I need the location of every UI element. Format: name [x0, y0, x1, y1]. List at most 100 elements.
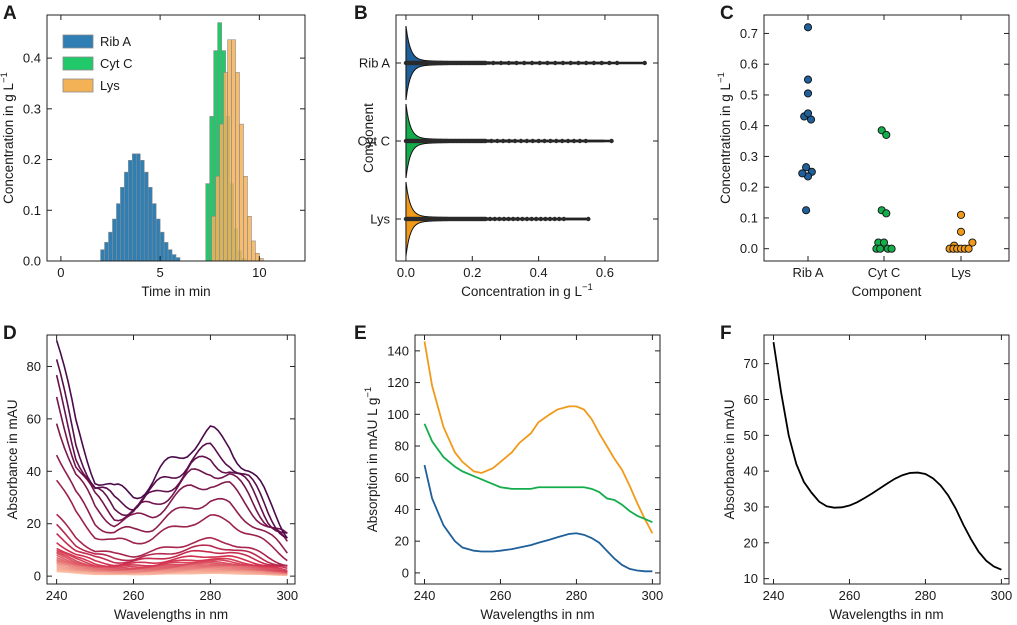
x-tick-label: 0.0 [397, 265, 415, 280]
x-tick-label: 0.2 [463, 265, 481, 280]
y-tick-label: 0.4 [740, 118, 758, 133]
scatter-point [956, 227, 966, 236]
panel-label: A [3, 3, 17, 24]
violin-data-point [571, 138, 577, 144]
axes-frame [395, 14, 659, 262]
violin-data-point [559, 138, 565, 144]
y-tick-label: Cyt C [358, 134, 391, 149]
violin-data-point [487, 216, 493, 222]
histogram-bar [100, 249, 105, 262]
histogram-series-rib-a [100, 153, 181, 262]
scatter-point [803, 23, 813, 32]
y-tick-label: 40 [27, 464, 41, 479]
histogram-bar [139, 159, 145, 262]
y-tick-label: 0.6 [740, 57, 758, 72]
x-tick-label: 5 [157, 265, 164, 280]
legend-swatch [62, 56, 94, 71]
panel-d: D 240 260 280 300 0 20 40 60 80 Wavelengths in nm A… [3, 323, 298, 622]
histogram-bar [124, 171, 129, 262]
x-tick-label: 300 [642, 588, 664, 603]
x-tick-label: 0 [57, 265, 64, 280]
y-axis-label: Absorbance in mAU [722, 399, 737, 519]
histogram-bar [132, 153, 137, 262]
legend-label: Lys [100, 78, 120, 93]
spectrum-line-lys [423, 341, 654, 534]
x-tick-label: 260 [839, 588, 861, 603]
y-tick-label: 0.5 [740, 87, 758, 102]
violin-data-point [543, 216, 548, 222]
spectrum-line [772, 342, 1002, 571]
histogram-bar [171, 254, 177, 262]
x-axis-label: Wavelengths in nm [480, 607, 594, 622]
y-axis-label: Absorption in mAU L g−1 [363, 387, 380, 532]
panel-c: C Rib A Cyt C Lys 0.0 0.1 0.2 0.3 0.4 0.5 0.6 0.7 Co… [716, 3, 1010, 299]
spectrum-line [55, 374, 288, 534]
y-tick-label: 0 [402, 565, 409, 580]
y-axis-label-superscript: −1 [716, 72, 727, 83]
histogram-bar [251, 240, 256, 262]
x-axis-label-text: Time in min [141, 284, 210, 299]
y-tick-label: 0 [34, 569, 41, 584]
violin-data-point [583, 60, 589, 66]
violin-data-point [538, 216, 544, 222]
histogram-bar [227, 39, 232, 262]
violin-data-point [534, 216, 539, 222]
violin-data-point [524, 216, 530, 222]
violin-data-point [483, 60, 488, 66]
violin-data-point [607, 60, 612, 66]
x-tick-label: 240 [46, 588, 68, 603]
x-axis-label-text: Wavelengths in nm [114, 607, 228, 622]
spectrum-line-cyt-c [423, 423, 653, 523]
spectrum-line [56, 523, 288, 567]
x-tick-label: 0.6 [596, 265, 614, 280]
panel-label: E [354, 323, 367, 344]
x-axis-label-text: Component [852, 284, 922, 299]
panel-label: C [720, 3, 734, 24]
violin-data-point [514, 60, 519, 66]
y-tick-label: 20 [27, 516, 41, 531]
histogram-bar [112, 218, 117, 262]
axes-frame [763, 14, 1010, 262]
x-tick-label: 0.4 [530, 265, 548, 280]
violin-data-point [586, 216, 591, 222]
violin-data-point [614, 60, 620, 66]
histogram-bar [239, 123, 244, 262]
y-tick-label: 0.0 [740, 241, 758, 256]
x-tick-label: Lys [951, 265, 971, 280]
violin-data-point [576, 60, 581, 66]
violin-data-point [609, 138, 614, 144]
histogram-bar [108, 231, 113, 262]
violin-data-point [491, 60, 496, 66]
violin-data-point [518, 138, 524, 144]
y-axis-label: Concentration in g L−1 [0, 72, 16, 204]
violin-data-point [561, 216, 567, 222]
y-tick-label: 0.2 [740, 180, 758, 195]
violin-data-point [497, 216, 502, 222]
violin-data-point [552, 216, 557, 222]
y-tick-label: 120 [387, 375, 409, 390]
y-tick-label: 60 [27, 411, 41, 426]
violin-rib-a [403, 25, 647, 101]
axes-frame [763, 334, 1010, 585]
y-tick-label: 20 [395, 534, 409, 549]
y-axis-label: Concentration in g L−1 [716, 72, 733, 204]
violin-data-point [583, 138, 588, 144]
x-tick-label: Cyt C [868, 265, 901, 280]
histogram-bar [136, 153, 141, 262]
y-axis-label: Absorbance in mAU [5, 399, 20, 519]
x-tick-label: 280 [200, 588, 222, 603]
violin-data-point [529, 216, 534, 222]
violin-data-point [537, 60, 542, 66]
violin-data-point [591, 60, 597, 66]
spectrum-line [55, 479, 288, 562]
violin-data-point [492, 216, 497, 222]
violin-data-point [548, 138, 553, 144]
legend-label: Cyt C [100, 56, 133, 71]
violin-data-point [536, 138, 541, 144]
scatter-point [882, 130, 891, 139]
x-axis-label: Concentration in g L−1 [461, 282, 593, 299]
legend-swatch [62, 34, 94, 49]
scatter-point [956, 210, 966, 219]
x-tick-label: Rib A [792, 265, 823, 280]
